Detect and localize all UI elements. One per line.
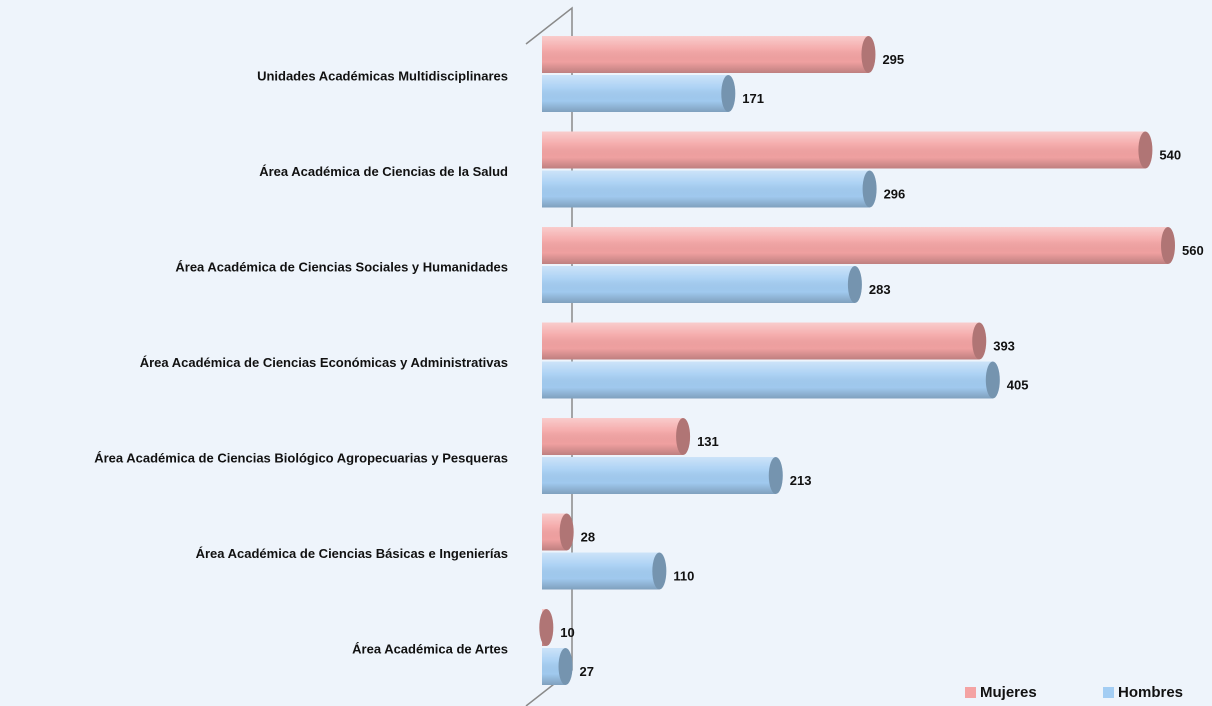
bar-cap <box>558 648 573 685</box>
bar-cap <box>768 457 783 494</box>
bar-cap <box>847 266 862 303</box>
bar-shade <box>542 75 729 112</box>
legend-label: Hombres <box>1118 684 1183 701</box>
bar-cap-shade <box>652 552 667 590</box>
value-label: 295 <box>882 52 904 67</box>
bar <box>542 75 736 112</box>
bar-cap-shade <box>768 457 783 494</box>
value-label: 171 <box>742 91 764 106</box>
y-tick-label: Área Académica de Ciencias Básicas e Ing… <box>196 546 508 561</box>
bar-shade <box>542 36 869 73</box>
bar-cap-shade <box>558 648 573 685</box>
bar <box>542 322 987 360</box>
y-tick-label: Unidades Académicas Multidisciplinares <box>257 68 508 83</box>
y-tick-label: Área Académica de Ciencias de la Salud <box>259 164 508 179</box>
bar-cap-shade <box>972 322 987 360</box>
bar <box>542 513 574 551</box>
bar <box>539 609 554 646</box>
bar-cap <box>539 609 554 646</box>
bar-cap <box>1138 131 1153 169</box>
y-tick-label: Área Académica de Ciencias Biológico Agr… <box>94 450 508 465</box>
value-label: 283 <box>869 282 891 297</box>
bar-shade <box>542 418 684 455</box>
legend-swatch <box>965 687 976 698</box>
bar-cap-shade <box>1138 131 1153 169</box>
bar <box>542 266 862 303</box>
value-label: 27 <box>580 664 594 679</box>
bar-cap <box>1161 227 1175 264</box>
bar-cap-shade <box>862 170 877 208</box>
bar-cap-shade <box>847 266 862 303</box>
value-label: 540 <box>1159 147 1181 162</box>
value-label: 131 <box>697 434 719 449</box>
bar-shade <box>542 227 1168 264</box>
bar-cap-shade <box>721 75 736 112</box>
bar <box>542 552 667 590</box>
bar-cap <box>985 361 1000 399</box>
value-label: 405 <box>1007 377 1029 392</box>
bar-cap <box>721 75 736 112</box>
legend-label: Mujeres <box>980 684 1037 701</box>
value-label: 10 <box>560 625 574 640</box>
bar-shade <box>542 552 660 590</box>
value-label: 213 <box>790 473 812 488</box>
bar-cap <box>861 36 876 73</box>
bar <box>542 131 1153 169</box>
bar-cap <box>559 513 574 551</box>
value-label: 28 <box>581 529 595 544</box>
bar <box>542 648 573 685</box>
y-tick-label: Área Académica de Artes <box>352 641 508 656</box>
bar-cap-shade <box>985 361 1000 399</box>
bar <box>542 361 1000 399</box>
value-label: 393 <box>993 338 1015 353</box>
bar-shade <box>542 322 980 360</box>
legend-swatch <box>1103 687 1114 698</box>
bar-shade <box>542 266 855 303</box>
bar <box>542 418 691 455</box>
bar-shade <box>542 457 776 494</box>
value-label: 296 <box>884 186 906 201</box>
bar <box>542 457 783 494</box>
bar <box>542 170 877 208</box>
bar-cap <box>676 418 691 455</box>
y-tick-label: Área Académica de Ciencias Económicas y … <box>140 355 508 370</box>
bar-shade <box>542 170 870 208</box>
bar-shade <box>542 361 993 399</box>
bar-cap-shade <box>676 418 691 455</box>
bar-cap-shade <box>559 513 574 551</box>
bar-cap-shade <box>539 609 554 646</box>
bar-cap <box>862 170 877 208</box>
y-tick-label: Área Académica de Ciencias Sociales y Hu… <box>175 259 508 274</box>
bar-cap-shade <box>861 36 876 73</box>
value-label: 110 <box>673 568 694 583</box>
bar <box>542 36 876 73</box>
bar <box>542 227 1175 264</box>
bar-cap <box>972 322 987 360</box>
bar-cap <box>652 552 667 590</box>
value-label: 560 <box>1182 243 1204 258</box>
bar-shade <box>542 131 1146 169</box>
bar-cap-shade <box>1161 227 1175 264</box>
